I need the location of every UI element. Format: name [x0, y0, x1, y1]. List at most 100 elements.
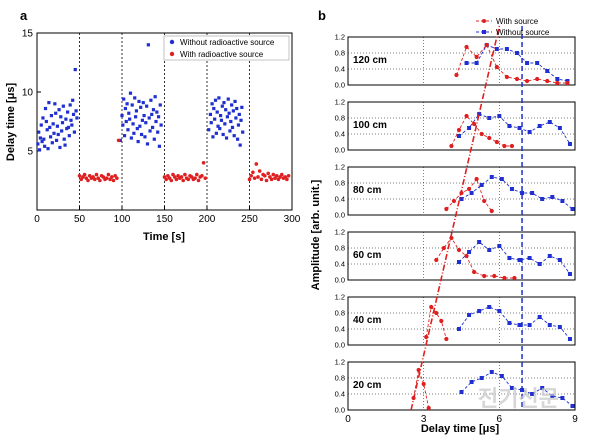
panel-a-point-without-source — [73, 67, 77, 72]
series-line-without-source — [461, 176, 573, 210]
panel-a-point-with-source — [264, 178, 269, 183]
panel-a-point-without-source — [230, 103, 234, 107]
point-without-source — [517, 258, 522, 262]
panel-a-point-without-source — [122, 134, 127, 138]
point-without-source — [464, 61, 469, 65]
panel-b-xtick-label: 9 — [572, 414, 578, 425]
panel-a-point-without-source — [216, 124, 220, 128]
point-without-source — [550, 195, 555, 199]
point-with-source — [474, 54, 479, 60]
point-without-source — [467, 313, 472, 317]
panel-a-point-without-source — [142, 114, 146, 118]
panel-a-point-without-source — [37, 148, 42, 152]
panel-a-point-without-source — [43, 106, 48, 111]
panel-a-point-without-source — [135, 126, 139, 131]
panel-letter-b: b — [318, 8, 326, 23]
panel-a-point-without-source — [58, 145, 62, 150]
panel-b-xtick-label: 0 — [345, 414, 351, 425]
panel-a-point-without-source — [221, 132, 225, 137]
point-with-source — [472, 269, 477, 275]
point-without-source — [535, 61, 540, 65]
panel-a-ytick-label: 15 — [22, 29, 34, 40]
point-with-source — [487, 135, 492, 141]
point-without-source — [509, 386, 514, 390]
point-without-source — [507, 124, 512, 128]
series-line-without-source — [458, 241, 571, 275]
point-without-source — [537, 315, 542, 319]
panel-a-point-with-source — [247, 177, 252, 182]
point-without-source — [497, 244, 502, 248]
panel-a-xtick-label: 150 — [156, 214, 173, 225]
point-without-source — [504, 47, 509, 51]
point-without-source — [530, 392, 535, 396]
point-with-source — [424, 334, 429, 340]
panel-b-subplot: 0.0 0.4 0.8 1.2 20 cm — [335, 358, 576, 415]
series-line-without-source — [458, 306, 571, 340]
panel-a-point-without-source — [236, 123, 241, 127]
subplot-ytick-label: 0.4 — [335, 195, 345, 204]
point-without-source — [477, 309, 482, 313]
subplot-distance-label: 100 cm — [353, 120, 387, 131]
panel-letter-a: a — [20, 8, 28, 23]
legend-marker-with-radioactive — [169, 51, 175, 57]
point-without-source — [494, 47, 499, 51]
panel-a-point-without-source — [137, 99, 141, 104]
panel-a-point-with-source — [174, 177, 179, 182]
panel-a-point-with-source — [183, 172, 187, 177]
subplot-ytick-label: 0.4 — [335, 130, 345, 139]
panel-a-point-without-source — [54, 111, 58, 115]
panel-a-point-without-source — [226, 97, 230, 101]
panel-a-point-with-source — [256, 175, 260, 179]
point-with-source — [456, 127, 462, 133]
panel-a-point-without-source — [147, 116, 151, 120]
panel-a-legend-box — [163, 35, 290, 61]
point-with-source — [434, 257, 439, 263]
subplot-frame — [347, 361, 576, 411]
point-without-source — [499, 374, 504, 378]
panel-a-point-without-source — [144, 121, 148, 125]
subplot-distance-label: 20 cm — [353, 380, 381, 391]
panel-a-point-without-source — [41, 116, 45, 120]
panel-a-point-with-source — [259, 177, 264, 182]
legend-label-with-radioactive: With radioactive source — [180, 50, 264, 59]
panel-a-point-without-source — [51, 122, 55, 126]
panel-a-point-without-source — [212, 106, 216, 111]
panel-a-point-without-source — [127, 111, 131, 115]
point-without-source — [456, 134, 461, 138]
panel-a-point-without-source — [233, 99, 237, 104]
panel-a-point-without-source — [209, 121, 213, 125]
panel-b-legend: With source Without source — [476, 17, 550, 37]
legend-label-without-radioactive: Without radioactive source — [180, 38, 275, 47]
subplot-distance-label: 60 cm — [353, 250, 381, 261]
point-with-source — [444, 206, 449, 212]
panel-a-point-with-source — [115, 176, 119, 180]
subplot-ytick-label: 0.4 — [335, 390, 345, 399]
point-with-source — [464, 44, 469, 50]
panel-a-point-without-source — [156, 115, 161, 119]
point-without-source — [514, 51, 519, 55]
point-with-source — [545, 78, 550, 84]
point-with-source — [479, 131, 484, 137]
panel-a-point-without-source — [71, 112, 76, 117]
panel-a-xtick-label: 100 — [114, 214, 131, 225]
panel-a-point-without-source — [60, 129, 64, 133]
panel-a-point-without-source — [126, 128, 130, 132]
panel-a-point-without-source — [57, 108, 61, 112]
panel-a-point-without-source — [128, 91, 133, 95]
panel-a-point-without-source — [65, 126, 69, 131]
panel-a-point-with-source — [193, 176, 197, 180]
panel-a-point-without-source — [52, 131, 56, 135]
point-with-source — [514, 76, 520, 82]
panel-a-point-without-source — [49, 114, 54, 118]
panel-a-point-without-source — [75, 116, 79, 120]
point-without-source — [525, 61, 530, 65]
point-without-source — [456, 260, 461, 264]
panel-a-point-without-source — [121, 123, 125, 127]
panel-a-point-with-source — [82, 172, 87, 177]
panel-a-chart: 0 50 100 150 200 250 300 5 10 15 Without radioact… — [5, 29, 301, 244]
point-with-source — [454, 72, 459, 78]
legend-label-without-source: Without source — [496, 28, 550, 37]
point-with-source — [439, 318, 444, 324]
